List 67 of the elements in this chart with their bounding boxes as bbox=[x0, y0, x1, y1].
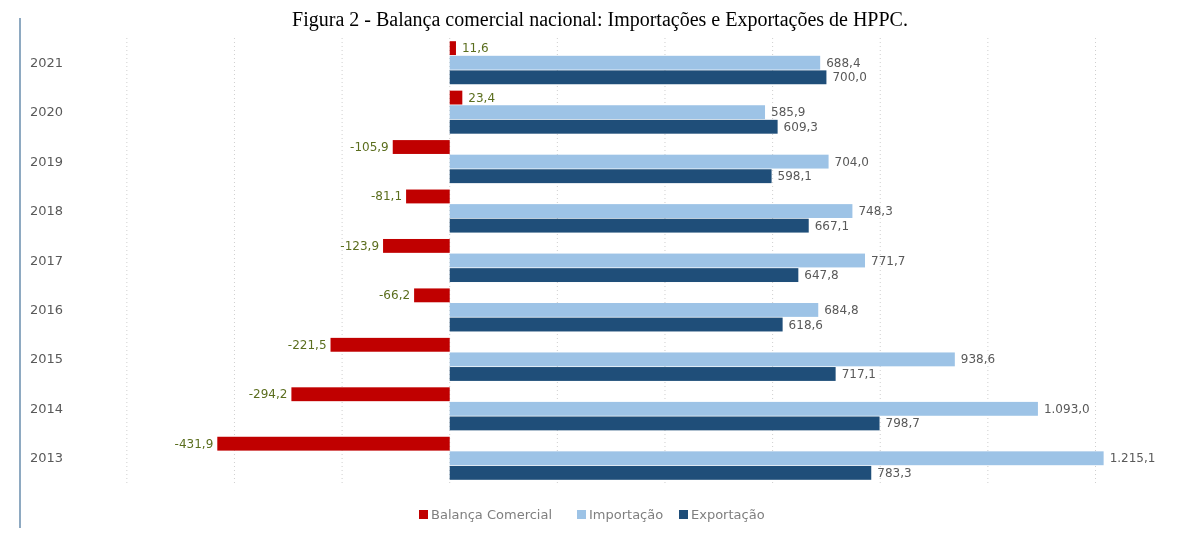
bar bbox=[383, 238, 450, 253]
data-label: 748,3 bbox=[858, 204, 893, 219]
legend-label: Balança Comercial bbox=[431, 507, 553, 522]
data-label: 717,1 bbox=[841, 366, 876, 381]
bar bbox=[449, 268, 799, 283]
bar bbox=[291, 387, 450, 402]
legend-label: Importação bbox=[589, 507, 664, 522]
data-label: -123,9 bbox=[340, 238, 380, 253]
data-label: 798,7 bbox=[885, 416, 920, 431]
bar bbox=[449, 70, 827, 85]
data-label: 11,6 bbox=[461, 41, 489, 56]
bar bbox=[330, 337, 450, 352]
bar bbox=[449, 451, 1104, 466]
data-label: -294,2 bbox=[248, 387, 288, 402]
bar bbox=[217, 436, 450, 451]
bar bbox=[449, 204, 853, 218]
bar bbox=[449, 218, 809, 233]
data-label: -66,2 bbox=[379, 288, 411, 303]
bar bbox=[392, 140, 450, 154]
data-label: 647,8 bbox=[804, 268, 839, 283]
bar bbox=[449, 253, 866, 268]
bar bbox=[449, 55, 821, 70]
data-label: 1.093,0 bbox=[1043, 401, 1090, 416]
bar bbox=[449, 401, 1038, 416]
bar bbox=[449, 105, 766, 120]
bar bbox=[449, 169, 772, 184]
data-label: 609,3 bbox=[783, 119, 818, 134]
y-tick-label: 2018 bbox=[30, 203, 64, 219]
data-label: -431,9 bbox=[174, 436, 214, 451]
y-tick-label: 2019 bbox=[30, 153, 64, 169]
data-label: 618,6 bbox=[788, 317, 823, 332]
y-tick-label: 2021 bbox=[30, 54, 64, 70]
chart-title: Figura 2 - Balança comercial nacional: Importações e Exportações de HPPC. bbox=[292, 8, 908, 31]
y-tick-label: 2013 bbox=[30, 450, 64, 466]
bar bbox=[449, 41, 456, 56]
data-label: 585,9 bbox=[771, 105, 806, 120]
y-tick-label: 2020 bbox=[30, 104, 64, 120]
bar bbox=[449, 352, 955, 367]
data-label: 1.215,1 bbox=[1109, 451, 1156, 466]
bar bbox=[449, 367, 836, 381]
bar bbox=[449, 154, 829, 169]
legend-label: Exportação bbox=[691, 507, 765, 522]
bar bbox=[406, 189, 450, 204]
data-label: 938,6 bbox=[960, 352, 996, 367]
data-label: 684,8 bbox=[824, 302, 859, 317]
bar bbox=[414, 288, 450, 303]
data-label: 771,7 bbox=[871, 253, 906, 268]
data-label: 667,1 bbox=[814, 218, 850, 233]
data-label: -81,1 bbox=[371, 189, 403, 204]
data-label: 23,4 bbox=[468, 90, 496, 105]
y-tick-label: 2015 bbox=[30, 351, 64, 367]
data-label: 598,1 bbox=[777, 169, 812, 184]
data-label: 688,4 bbox=[826, 55, 861, 70]
bar bbox=[449, 90, 463, 105]
bar bbox=[449, 317, 783, 332]
y-tick-label: 2014 bbox=[30, 400, 64, 416]
data-label: -221,5 bbox=[287, 337, 327, 352]
bar bbox=[449, 416, 880, 431]
bar bbox=[449, 119, 778, 134]
bar bbox=[449, 465, 872, 480]
bar bbox=[449, 303, 819, 317]
data-label: 704,0 bbox=[834, 154, 869, 169]
y-tick-label: 2017 bbox=[30, 252, 64, 268]
y-tick-label: 2016 bbox=[30, 301, 64, 317]
data-label: 700,0 bbox=[832, 70, 867, 85]
data-label: -105,9 bbox=[350, 140, 389, 155]
data-label: 783,3 bbox=[877, 465, 912, 480]
